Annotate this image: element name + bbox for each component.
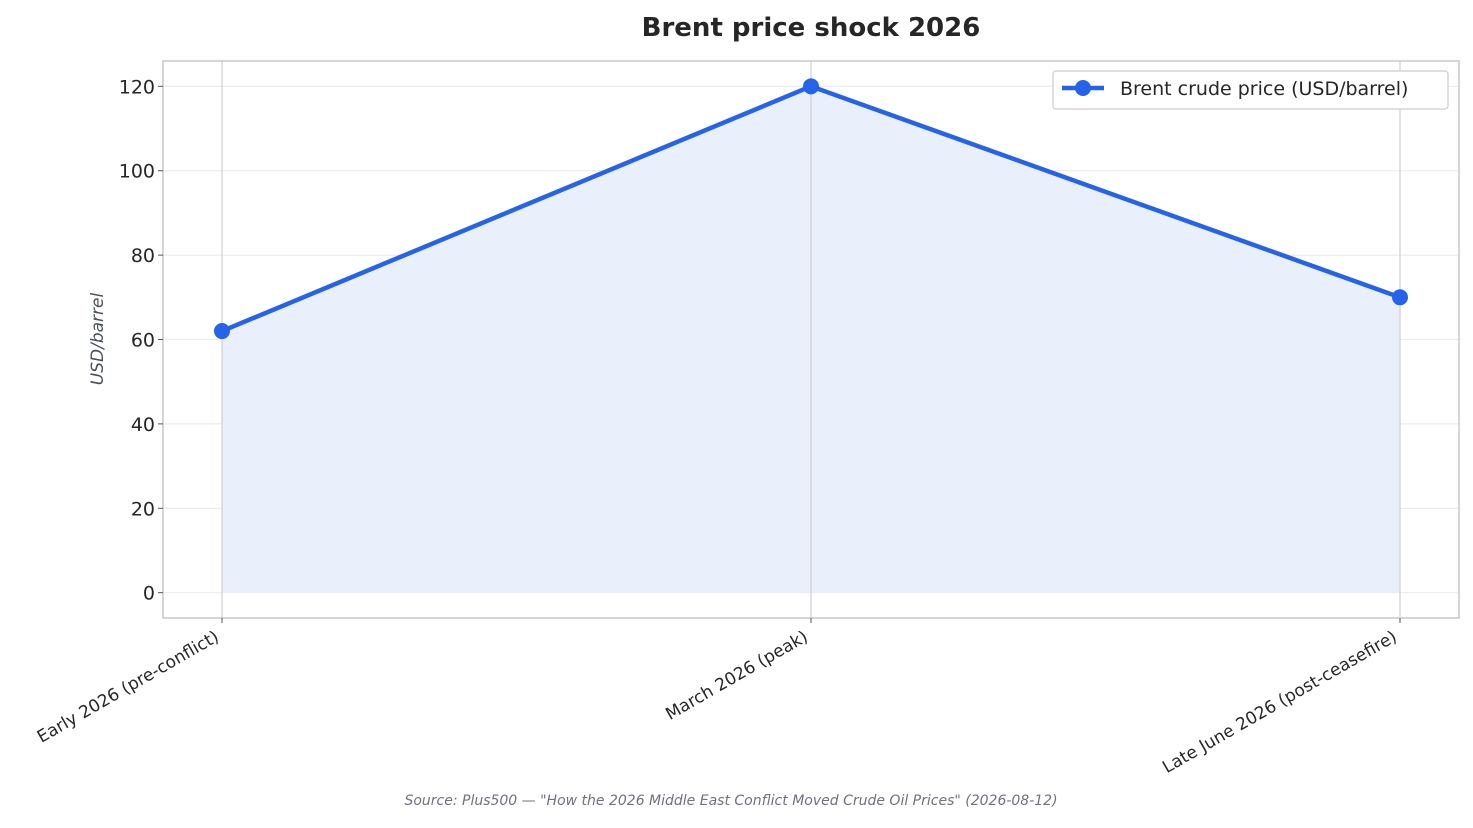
y-axis-ticks: 0 20 40 60 80 100 120 xyxy=(119,76,163,605)
data-point xyxy=(803,78,819,95)
x-tick-label: Late June 2026 (post-ceasefire) xyxy=(1159,627,1400,778)
y-tick-label: 60 xyxy=(131,330,155,352)
y-axis-label: USD/barrel xyxy=(88,293,108,386)
y-tick-label: 100 xyxy=(119,161,155,183)
y-tick-label: 80 xyxy=(131,245,155,267)
category-gridlines xyxy=(221,61,1401,618)
legend-box xyxy=(1052,70,1449,110)
data-point xyxy=(1392,289,1408,306)
y-tick-label: 0 xyxy=(143,583,155,605)
x-tick-label: Early 2026 (pre-conflict) xyxy=(34,627,223,747)
legend-point-marker xyxy=(1075,80,1091,96)
chart-title: Brent price shock 2026 xyxy=(642,13,981,43)
y-tick-label: 20 xyxy=(131,498,155,520)
x-axis-ticks: Early 2026 (pre-conflict) March 2026 (pea… xyxy=(34,618,1401,778)
y-tick-label: 120 xyxy=(119,76,155,98)
source-note: Source: Plus500 — "How the 2026 Middle E… xyxy=(404,793,1057,809)
data-point xyxy=(214,323,230,340)
legend: Brent crude price (USD/barrel) xyxy=(1052,70,1449,110)
y-tick-label: 40 xyxy=(131,414,155,436)
legend-label: Brent crude price (USD/barrel) xyxy=(1120,78,1408,100)
x-tick-label: March 2026 (peak) xyxy=(662,627,811,725)
data-points xyxy=(214,78,1408,340)
